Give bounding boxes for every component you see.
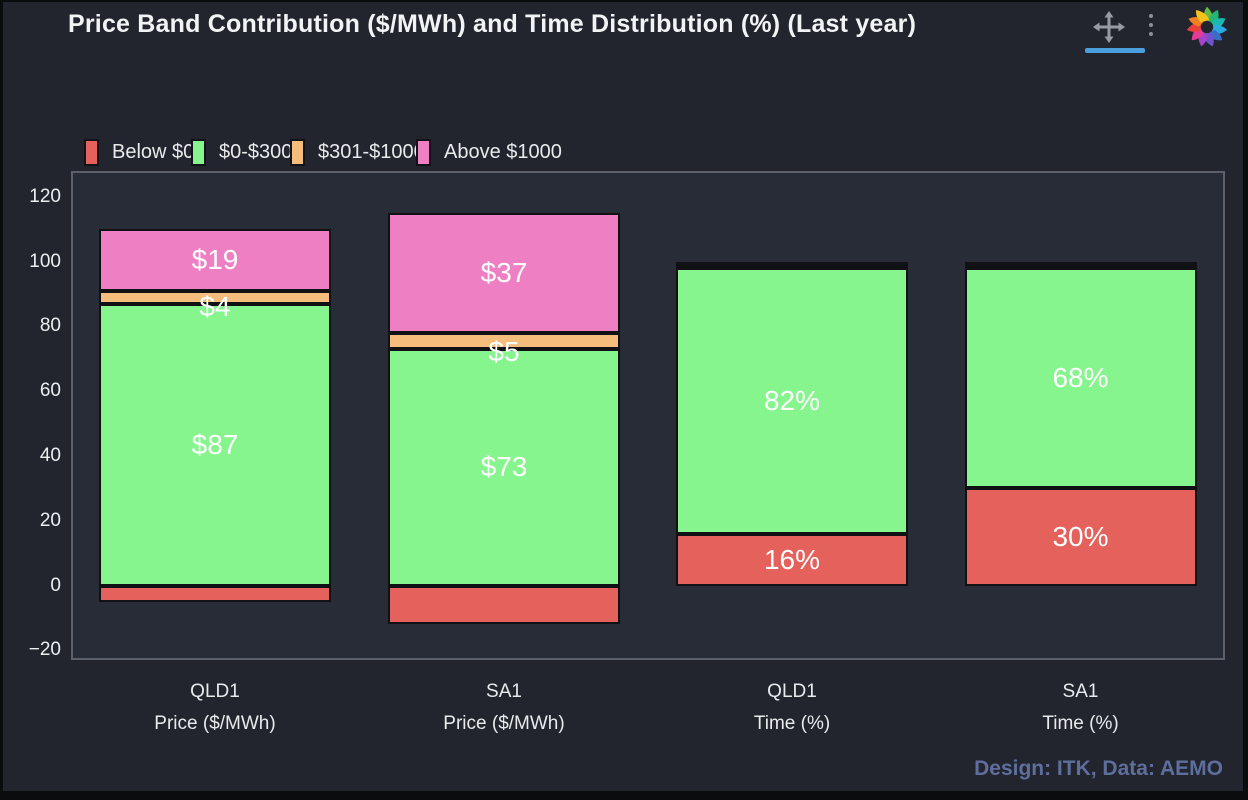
move-icon[interactable]: [1093, 11, 1125, 43]
bar-segment: 68%: [964, 268, 1197, 489]
bar-segment: $37: [388, 213, 620, 333]
bar-segment: $87: [99, 303, 331, 586]
y-axis-tick-label: 120: [29, 185, 61, 207]
legend-label: Below $0: [112, 140, 195, 163]
bar-segment: [388, 585, 620, 625]
bar-segment: $73: [388, 349, 620, 586]
y-axis-tick-label: 20: [39, 509, 61, 531]
legend-swatch-icon: [191, 138, 206, 166]
modebar-active-underline: [1085, 48, 1145, 53]
x-axis-label: QLD1: [767, 681, 817, 702]
bar-segment: 16%: [676, 533, 908, 586]
legend-swatch-icon: [416, 138, 431, 166]
bar-segment: $5: [388, 332, 620, 367]
legend-item[interactable]: Above $1000: [416, 137, 562, 167]
bar-segment: $4: [99, 291, 331, 322]
y-axis-tick-label: −20: [28, 639, 61, 661]
legend-swatch-icon: [84, 138, 99, 166]
bar-segment: [964, 261, 1197, 266]
x-axis-label: SA1: [486, 681, 522, 702]
legend-item[interactable]: $301-$1000: [290, 137, 425, 167]
x-axis-label: Price ($/MWh): [443, 713, 565, 734]
bar-segment-label: $73: [480, 451, 528, 483]
legend-swatch-icon: [290, 138, 305, 166]
y-axis-tick-label: 60: [39, 380, 61, 402]
legend-label: $0-$300: [219, 140, 293, 163]
bar-segment-label: 30%: [1052, 520, 1109, 552]
kebab-menu-icon[interactable]: [1145, 12, 1157, 38]
legend-label: $301-$1000: [318, 140, 425, 163]
legend-label: Above $1000: [444, 140, 562, 163]
y-axis-tick-label: 40: [39, 444, 61, 466]
bar-segment-label: $37: [480, 257, 528, 288]
bar-segment: [676, 261, 908, 266]
bar-segment-label: 16%: [763, 543, 821, 575]
bar-segment: [99, 585, 331, 602]
x-axis-label: QLD1: [190, 681, 240, 702]
chart-title: Price Band Contribution ($/MWh) and Time…: [68, 10, 917, 38]
bar-segment-label: $87: [191, 428, 239, 460]
y-axis-tick-label: 0: [50, 574, 61, 596]
chart-card: Price Band Contribution ($/MWh) and Time…: [3, 2, 1243, 791]
x-axis-label: Time (%): [1042, 713, 1119, 734]
x-axis-label: Price ($/MWh): [154, 713, 276, 734]
bar-segment: [964, 264, 1197, 269]
bar-segment-label: 68%: [1052, 362, 1109, 394]
bar-segment: 30%: [964, 488, 1197, 586]
y-axis-tick-label: 100: [29, 250, 61, 272]
bar-segment-label: 82%: [763, 384, 821, 416]
bar-segment: 82%: [676, 268, 908, 534]
plotly-logo-icon[interactable]: [1184, 4, 1230, 50]
bar-segment: $19: [99, 229, 331, 291]
bar-segment-label: $19: [191, 244, 239, 276]
attribution-text: Design: ITK, Data: AEMO: [974, 757, 1223, 780]
x-axis-label: SA1: [1062, 681, 1099, 702]
x-axis-label: Time (%): [753, 713, 831, 734]
legend-item[interactable]: Below $0: [84, 137, 194, 167]
legend-item[interactable]: $0-$300: [191, 137, 292, 167]
y-axis-tick-label: 80: [39, 315, 61, 337]
